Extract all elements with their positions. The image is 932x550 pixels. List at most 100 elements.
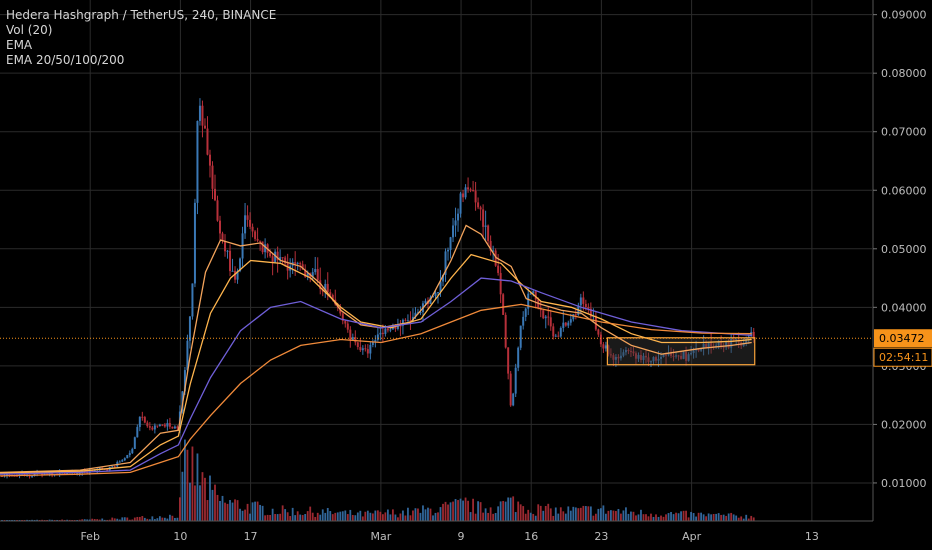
volume-bar [692,513,695,521]
candle-body [680,355,683,359]
candle-body [504,314,507,348]
volume-bar [349,509,352,521]
candle-body [517,347,520,368]
candle-body [567,322,570,326]
candle-body [361,348,364,351]
volume-bar [153,519,156,521]
candle-body [264,244,267,253]
candle-body [639,355,642,360]
candle-body [208,154,211,166]
candle-body [31,476,34,478]
candle-body [123,458,126,461]
volume-bar [289,516,292,521]
volume-bar [146,518,149,521]
volume-bar [184,439,186,521]
candle-body [507,347,510,374]
candle-body [534,291,537,300]
candle-body [131,448,134,454]
volume-bar [399,513,402,521]
volume-bar [143,517,146,521]
volume-bar [339,511,342,521]
candle-body [168,423,171,427]
candle-body [166,423,169,427]
volume-bar [246,503,249,521]
volume-bar [336,512,339,521]
volume-bar [539,505,542,521]
candle-body [514,367,517,394]
candle-body [644,355,647,358]
volume-bar [181,471,184,521]
volume-bar [279,513,282,521]
candle-body [459,193,462,214]
candle-body [489,240,492,251]
volume-bar [359,510,362,521]
candle-body [482,209,485,227]
candle-body [374,339,377,342]
candle-body [527,293,530,309]
volume-bar [269,515,272,521]
candle-body [677,355,680,357]
legend-ema[interactable]: EMA [6,38,33,52]
volume-bar [138,516,141,521]
volume-bar [632,511,635,521]
candle-body [376,334,379,340]
candle-body [301,264,304,270]
candle-body [121,460,124,462]
price-tick-label: 0.06000 [881,184,927,197]
volume-bar [645,514,647,521]
volume-bar [504,501,507,521]
volume-bar [194,485,196,521]
candle-body [604,345,607,349]
candle-body [617,356,620,359]
candle-body [299,262,302,265]
candle-body [652,357,655,362]
candle-body [156,425,159,427]
candle-body [206,128,209,155]
volume-bar [36,519,38,521]
volume-bar [427,507,429,521]
volume-bar [620,513,622,521]
volume-bar [83,519,86,521]
candle-body [439,281,442,293]
ema-line-2 [0,253,752,474]
volume-bar [537,504,540,521]
volume-bar [655,514,657,521]
volume-bar [727,513,730,521]
volume-bar [697,512,700,521]
candle-body [702,343,705,349]
volume-bar [574,507,577,521]
candle-body [487,225,490,241]
volume-bar [324,512,327,521]
candle-body [502,294,505,315]
volume-bar [469,512,472,521]
volume-bar [276,514,279,521]
volume-bar [231,502,234,521]
volume-bar [326,507,329,521]
candle-body [346,323,349,330]
volume-bar [397,517,399,521]
volume-bar [449,502,452,521]
candle-body [386,328,389,331]
volume-bar [189,482,191,521]
volume-bar [264,515,267,521]
candle-body [649,361,652,363]
candle-body [662,354,665,357]
volume-bar [752,517,755,521]
legend-symbol[interactable]: Hedera Hashgraph / TetherUS, 240, BINANC… [6,8,277,22]
volume-bar [442,503,444,521]
volume-bar [509,497,512,521]
candle-body [111,466,114,468]
legend-ema-set[interactable]: EMA 20/50/100/200 [6,53,125,67]
candle-body [619,355,622,359]
volume-bar [607,510,610,521]
volume-bar [750,515,753,521]
legend-volume[interactable]: Vol (20) [6,23,53,37]
volume-bar [434,512,437,521]
volume-bar [179,497,181,521]
candle-body [597,329,600,335]
candle-body [249,219,252,227]
volume-bar [534,515,537,521]
volume-bar [304,514,307,521]
